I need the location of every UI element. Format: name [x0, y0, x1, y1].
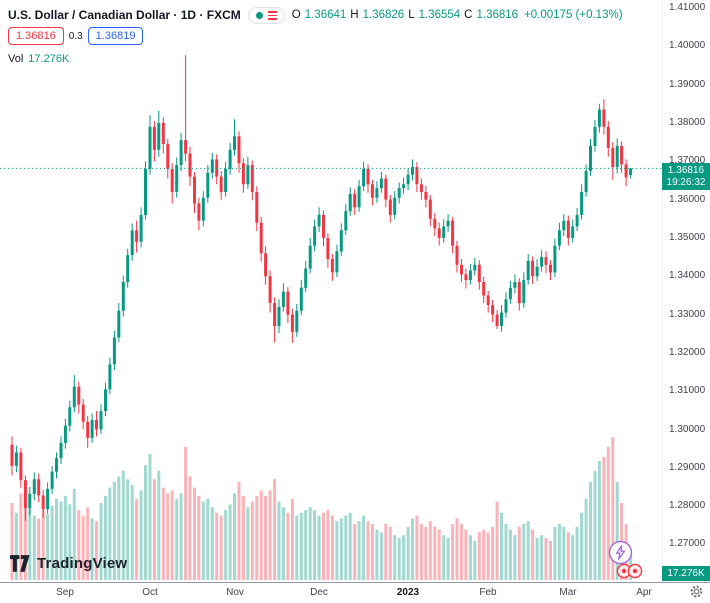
time-axis-label: Nov [226, 587, 244, 598]
last-price-badge: 1.36816 19:26:32 [662, 163, 710, 190]
price-axis-label: 1.34000 [669, 270, 706, 281]
time-axis-label: Oct [142, 587, 158, 598]
price-axis-label: 1.37000 [669, 155, 706, 166]
tradingview-logo-icon [10, 555, 30, 572]
quick-menu-icon [267, 11, 277, 20]
spread-label: 0.3 [68, 30, 83, 42]
price-axis-label: 1.27000 [669, 538, 706, 549]
streams-button[interactable] [616, 562, 643, 585]
price-axis-label: 1.38000 [669, 117, 706, 128]
exchange-label: FXCM [206, 8, 241, 23]
price-axis-label: 1.41000 [669, 2, 706, 13]
chart-legend: U.S. Dollar / Canadian Dollar · 1D · FXC… [8, 7, 623, 24]
sell-bid-button[interactable]: 1.36816 [8, 27, 64, 45]
high-value: 1.36826 [362, 9, 405, 22]
price-axis-label: 1.35000 [669, 232, 706, 243]
volume-readout: Vol 17.276K [8, 53, 69, 65]
price-axis-label: 1.28000 [669, 500, 706, 511]
gear-icon [690, 585, 703, 598]
separator: · [173, 8, 178, 23]
tradingview-logo-text: TradingView [37, 555, 128, 572]
volume-value: 17.276K [28, 53, 70, 65]
open-value: 1.36641 [304, 9, 347, 22]
boost-button[interactable] [608, 540, 633, 570]
price-axis-label: 1.29000 [669, 462, 706, 473]
close-label: C [464, 9, 473, 22]
price-axis-label: 1.33000 [669, 309, 706, 320]
time-axis-label: Mar [559, 587, 577, 598]
time-axis[interactable]: Sep Oct Nov Dec 2023 Feb Mar Apr [0, 582, 710, 601]
lightning-icon [608, 540, 633, 565]
source-toggle-pill[interactable] [247, 7, 285, 24]
symbol-title[interactable]: U.S. Dollar / Canadian Dollar · 1D · FXC… [8, 8, 241, 22]
price-axis-label: 1.39000 [669, 79, 706, 90]
low-value: 1.36554 [418, 9, 461, 22]
change-value: +0.00175 (+0.13%) [524, 9, 623, 22]
last-price-value: 1.36816 [667, 164, 705, 176]
price-axis-label: 1.40000 [669, 40, 706, 51]
tradingview-logo[interactable]: TradingView [10, 555, 127, 572]
bar-countdown: 19:26:32 [666, 176, 706, 188]
bid-ask-panel: 1.36816 0.3 1.36819 [8, 27, 144, 45]
price-axis-label: 1.31000 [669, 385, 706, 396]
buy-ask-button[interactable]: 1.36819 [87, 27, 144, 45]
high-label: H [350, 9, 359, 22]
time-axis-label: Sep [56, 587, 74, 598]
price-axis-label: 1.36000 [669, 194, 706, 205]
price-axis-label: 1.30000 [669, 424, 706, 435]
symbol-name: U.S. Dollar / Canadian Dollar [8, 8, 171, 23]
open-label: O [291, 9, 301, 22]
ohlc-readout: O 1.36641 H 1.36826 L 1.36554 C 1.36816 +0.0… [292, 9, 623, 21]
price-axis[interactable]: 1.41000 1.40000 1.39000 1.38000 1.37000 1.360… [662, 0, 710, 582]
time-axis-label: Feb [479, 587, 497, 598]
market-status-icon [255, 11, 263, 19]
time-axis-label: Apr [636, 587, 652, 598]
timeframe-label: 1D [180, 8, 197, 23]
separator: · [199, 8, 204, 23]
time-axis-label: Dec [310, 587, 328, 598]
low-label: L [408, 9, 415, 22]
price-axis-label: 1.32000 [669, 347, 706, 358]
record-circles-icon [616, 563, 643, 579]
time-axis-year-label: 2023 [396, 587, 420, 598]
close-value: 1.36816 [476, 9, 519, 22]
axis-settings-button[interactable] [690, 585, 703, 603]
volume-axis-badge: 17.276K [662, 566, 710, 581]
volume-label: Vol [8, 53, 24, 65]
